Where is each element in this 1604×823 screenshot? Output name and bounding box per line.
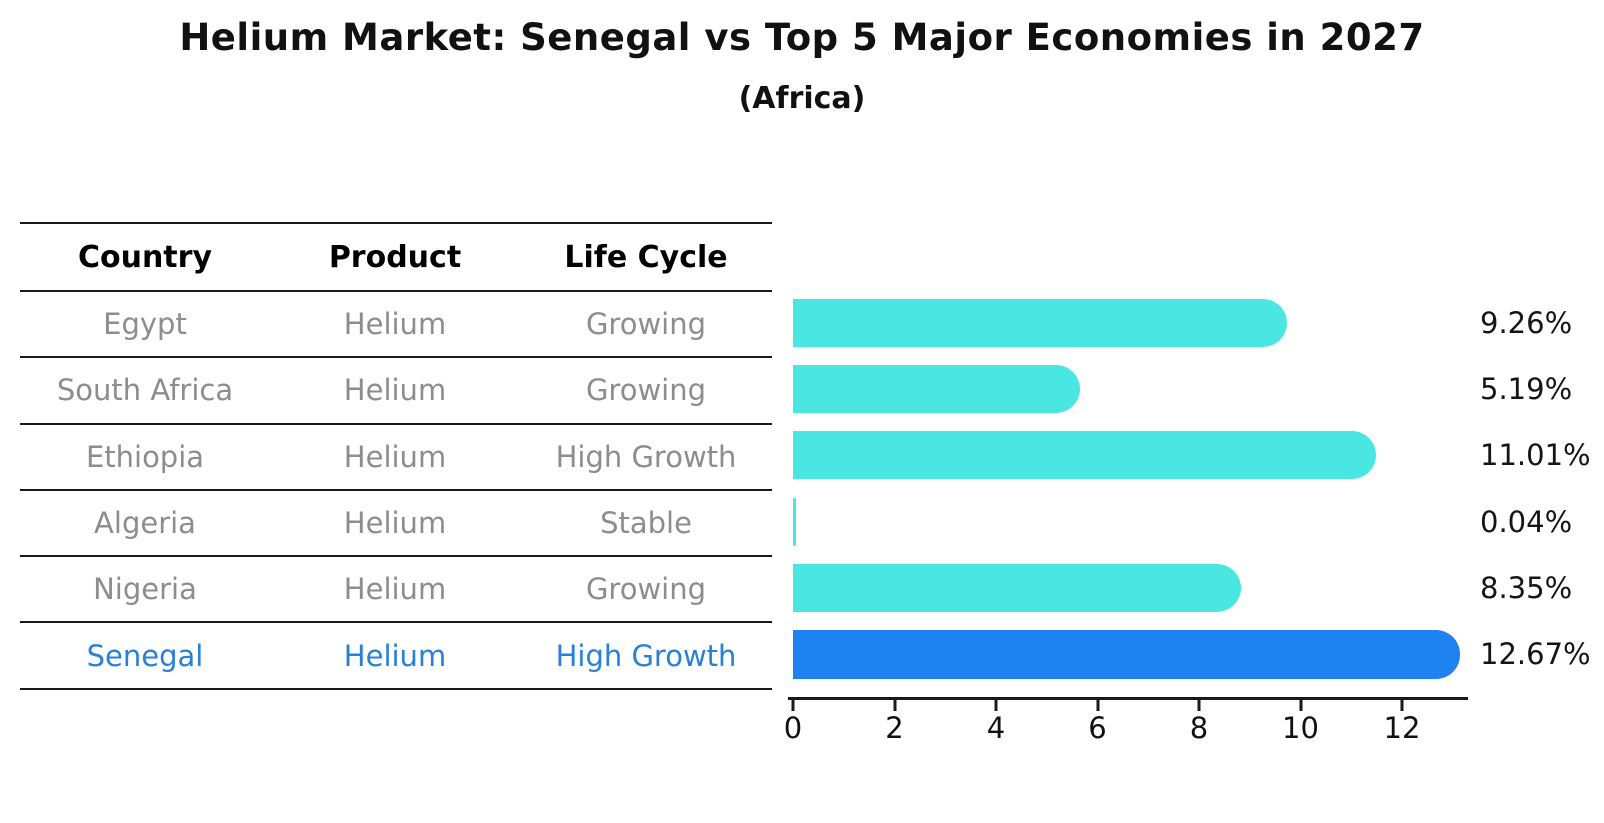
cell-product: Helium (343, 572, 447, 607)
table-header-row: Country Product Life Cycle (20, 224, 772, 292)
bar-south-africa (793, 364, 1081, 413)
value-label-senegal: 12.67% (1480, 637, 1591, 672)
cell-product: Helium (343, 307, 447, 342)
table-row-south-africa: South Africa Helium Growing (20, 358, 772, 425)
table-row-nigeria: Nigeria Helium Growing (20, 557, 772, 624)
table-row-senegal: Senegal Helium High Growth (20, 623, 772, 690)
table-row-algeria: Algeria Helium Stable (20, 491, 772, 558)
chart-subtitle: (Africa) (738, 81, 866, 116)
table-row-egypt: Egypt Helium Growing (20, 292, 772, 359)
bar-senegal (793, 630, 1460, 680)
cell-life-cycle: High Growth (555, 638, 737, 673)
cell-life-cycle: Stable (600, 506, 692, 541)
x-tick-mark-12 (1400, 699, 1404, 711)
value-label-south-africa: 5.19% (1480, 371, 1573, 406)
x-tick-mark-6 (1096, 699, 1099, 711)
x-tick-mark-10 (1299, 699, 1302, 711)
x-tick-label-8: 8 (1189, 711, 1209, 745)
x-tick-label-10: 10 (1282, 711, 1319, 745)
table-body: Egypt Helium Growing South Africa Helium Grow… (20, 292, 772, 690)
cell-country: Nigeria (93, 572, 197, 607)
x-tick-label-4: 4 (986, 711, 1006, 745)
bar-nigeria (793, 563, 1241, 612)
x-tick-mark-0 (791, 699, 795, 711)
table-header-life-cycle: Life Cycle (564, 239, 728, 275)
x-tick-label-0: 0 (783, 711, 803, 745)
table-row-ethiopia: Ethiopia Helium High Growth (20, 425, 772, 491)
cell-country: South Africa (56, 373, 234, 408)
cell-country: Algeria (94, 506, 196, 541)
cell-life-cycle: Growing (585, 373, 707, 408)
table-header-country: Country (77, 239, 213, 275)
cell-product: Helium (343, 638, 447, 673)
x-tick-mark-4 (994, 699, 998, 711)
value-label-nigeria: 8.35% (1480, 570, 1573, 605)
x-tick-mark-8 (1197, 699, 1201, 711)
table-header-product: Product (328, 239, 462, 275)
bar-algeria (793, 497, 796, 546)
chart-title: Helium Market: Senegal vs Top 5 Major Ec… (179, 16, 1425, 59)
bar-egypt (793, 298, 1287, 347)
cell-life-cycle: Growing (585, 307, 707, 342)
cell-life-cycle: Growing (585, 572, 707, 607)
cell-product: Helium (343, 439, 447, 474)
bar-ethiopia (793, 431, 1376, 480)
value-label-egypt: 9.26% (1480, 305, 1573, 340)
x-tick-label-12: 12 (1383, 711, 1421, 745)
cell-product: Helium (343, 373, 447, 408)
cell-life-cycle: High Growth (555, 439, 737, 474)
cell-country: Egypt (103, 307, 187, 342)
x-axis-line (788, 697, 1468, 700)
country-table: Country Product Life Cycle Egypt Helium Gr… (20, 222, 772, 690)
value-label-ethiopia: 11.01% (1480, 438, 1591, 473)
cell-country: Senegal (86, 638, 204, 673)
x-tick-label-2: 2 (885, 711, 904, 745)
x-tick-mark-2 (893, 699, 896, 711)
value-label-algeria: 0.04% (1480, 504, 1573, 539)
cell-country: Ethiopia (85, 439, 205, 474)
x-tick-label-6: 6 (1088, 711, 1107, 745)
cell-product: Helium (343, 506, 447, 541)
